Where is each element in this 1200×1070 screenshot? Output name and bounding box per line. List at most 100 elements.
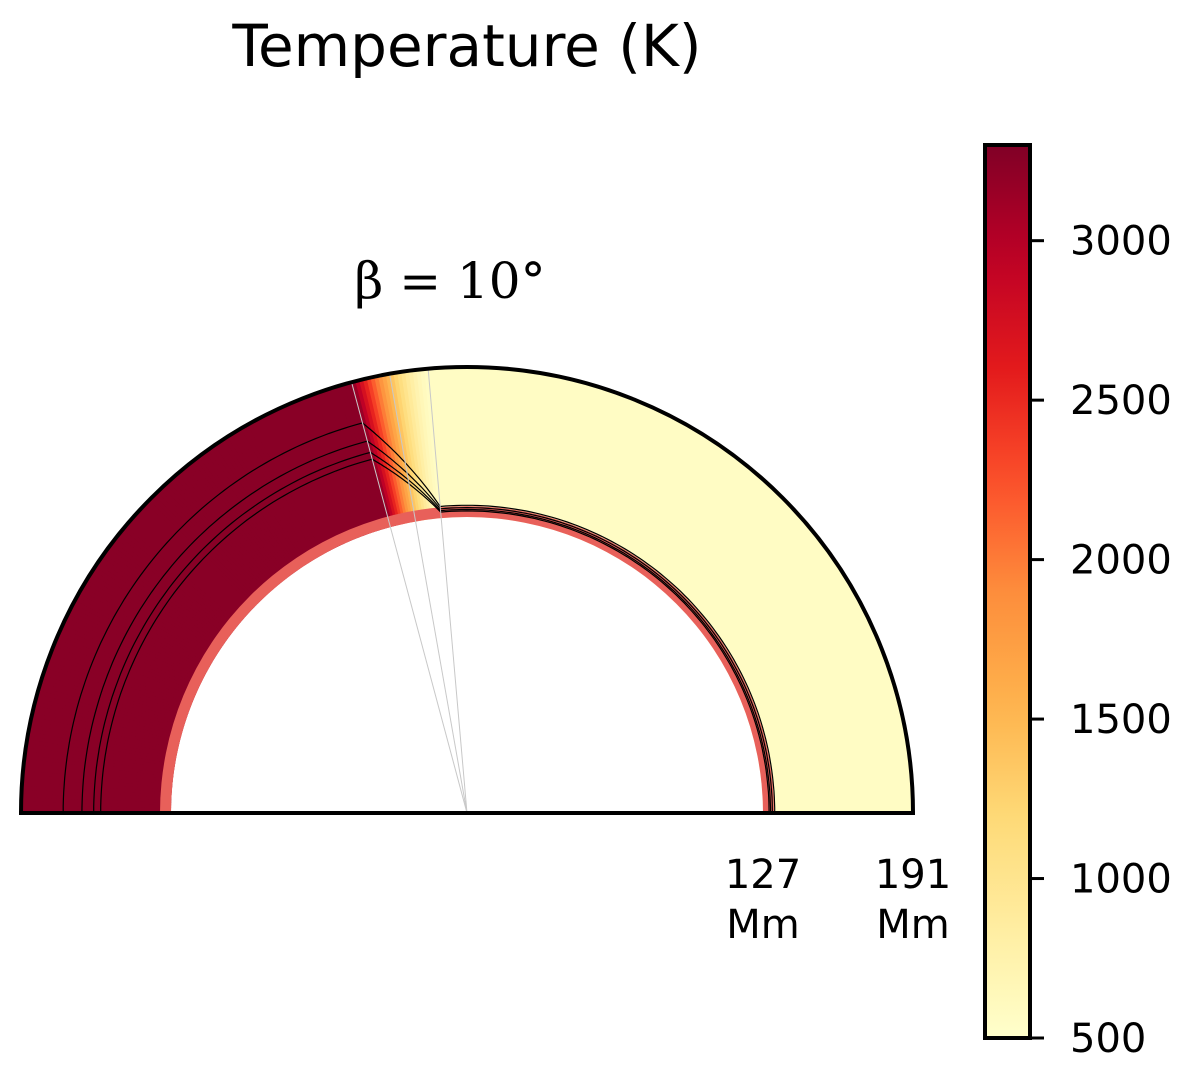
- temperature-cell: [39, 681, 185, 729]
- temperature-cell: [122, 525, 241, 625]
- temperature-cell: [568, 393, 625, 537]
- temperature-cell: [71, 602, 207, 677]
- temperature-cell: [575, 398, 636, 539]
- temperature-cell: [146, 499, 257, 608]
- temperature-cell: [244, 424, 322, 557]
- temperature-cell: [135, 510, 250, 615]
- temperature-cell: [759, 743, 909, 771]
- temperature-cell: [439, 367, 453, 518]
- temperature-cell: [636, 447, 727, 573]
- temperature-cell: [47, 655, 191, 712]
- temperature-cell: [127, 519, 245, 621]
- temperature-cell: [582, 402, 646, 542]
- temperature-cell: [577, 399, 639, 540]
- temperature-cell: [278, 406, 345, 545]
- temperature-cell: [420, 368, 440, 519]
- temperature-cell: [49, 652, 191, 710]
- temperature-cell: [408, 370, 432, 520]
- temperature-cell: [601, 415, 674, 551]
- temperature-cell: [686, 514, 802, 618]
- temperature-cell: [90, 569, 220, 654]
- temperature-cell: [314, 392, 369, 535]
- temperature-cell: [69, 606, 205, 679]
- temperature-cell: [44, 666, 188, 720]
- temperature-cell: [608, 421, 685, 555]
- temperature-cell: [659, 473, 761, 591]
- temperature-cell: [250, 420, 327, 555]
- temperature-cell: [551, 385, 599, 531]
- temperature-cell: [697, 532, 817, 630]
- temperature-cell: [227, 434, 311, 564]
- temperature-cell: [97, 559, 224, 648]
- temperature-cell: [86, 575, 217, 659]
- temperature-cell: [750, 686, 897, 733]
- temperature-cell: [672, 492, 781, 603]
- temperature-cell: [208, 446, 298, 573]
- temperature-cell: [651, 463, 749, 584]
- temperature-cell: [698, 535, 820, 632]
- plot-frame: [19, 365, 915, 815]
- temperature-cell: [41, 674, 186, 724]
- temperature-cell: [661, 476, 764, 592]
- temperature-cell: [657, 471, 758, 589]
- temperature-cell: [92, 565, 221, 652]
- temperature-cell: [683, 508, 797, 614]
- temperature-cell: [140, 505, 253, 612]
- temperature-cell: [165, 480, 270, 595]
- temperature-cell: [758, 739, 908, 768]
- temperature-cell: [706, 550, 831, 642]
- colorbar-tick-label: 2000: [1070, 538, 1172, 584]
- temperature-cell: [374, 375, 409, 524]
- temperature-cell: [761, 770, 912, 788]
- temperature-cell: [321, 389, 374, 534]
- temperature-cell: [674, 494, 784, 605]
- temperature-cell: [108, 543, 232, 637]
- temperature-cell: [177, 470, 278, 588]
- temperature-cell: [393, 372, 422, 522]
- colorbar-tick-label: 1500: [1070, 697, 1172, 743]
- temperature-cell: [117, 531, 238, 629]
- temperature-cell: [715, 570, 844, 655]
- temperature-cell: [271, 409, 341, 547]
- temperature-cell: [78, 588, 212, 668]
- temperature-cell: [53, 641, 194, 703]
- temperature-cell: [366, 377, 404, 525]
- temperature-cell: [729, 607, 865, 680]
- temperature-cell: [716, 573, 846, 657]
- temperature-cell: [746, 667, 891, 720]
- temperature-cell: [760, 750, 910, 776]
- temperature-cell: [214, 442, 303, 570]
- temperature-cell: [296, 399, 357, 540]
- temperature-cell: [758, 731, 907, 763]
- temperature-cell: [610, 422, 688, 556]
- temperature-cell: [148, 496, 259, 606]
- temperature-cell: [463, 367, 469, 518]
- temperature-cell: [739, 638, 880, 701]
- temperature-cell: [757, 727, 906, 760]
- temperature-cell: [757, 724, 906, 758]
- temperature-cell: [585, 403, 650, 543]
- temperature-cell: [103, 549, 228, 642]
- temperature-cell: [76, 592, 210, 670]
- temperature-cell: [224, 436, 309, 565]
- temperature-cell: [759, 747, 909, 773]
- temperature-cell: [619, 430, 702, 562]
- temperature-cell: [556, 387, 606, 532]
- temperature-cell: [54, 637, 195, 700]
- temperature-cell: [52, 644, 193, 705]
- temperature-cell: [623, 434, 708, 564]
- temperature-cell: [573, 396, 632, 538]
- temperature-cell: [204, 449, 296, 574]
- temperature-cell: [653, 466, 752, 586]
- temperature-cell: [740, 642, 881, 703]
- temperature-cell: [605, 419, 681, 554]
- colorbar-tick-label: 500: [1070, 1016, 1146, 1062]
- temperature-cell: [695, 529, 815, 628]
- temperature-cell: [106, 546, 230, 640]
- chart-subtitle: β = 10°: [354, 252, 545, 310]
- temperature-cell: [344, 382, 389, 529]
- temperature-cell: [725, 596, 860, 673]
- temperature-cell: [62, 619, 201, 688]
- temperature-cell: [130, 516, 246, 619]
- temperature-cell: [638, 449, 731, 574]
